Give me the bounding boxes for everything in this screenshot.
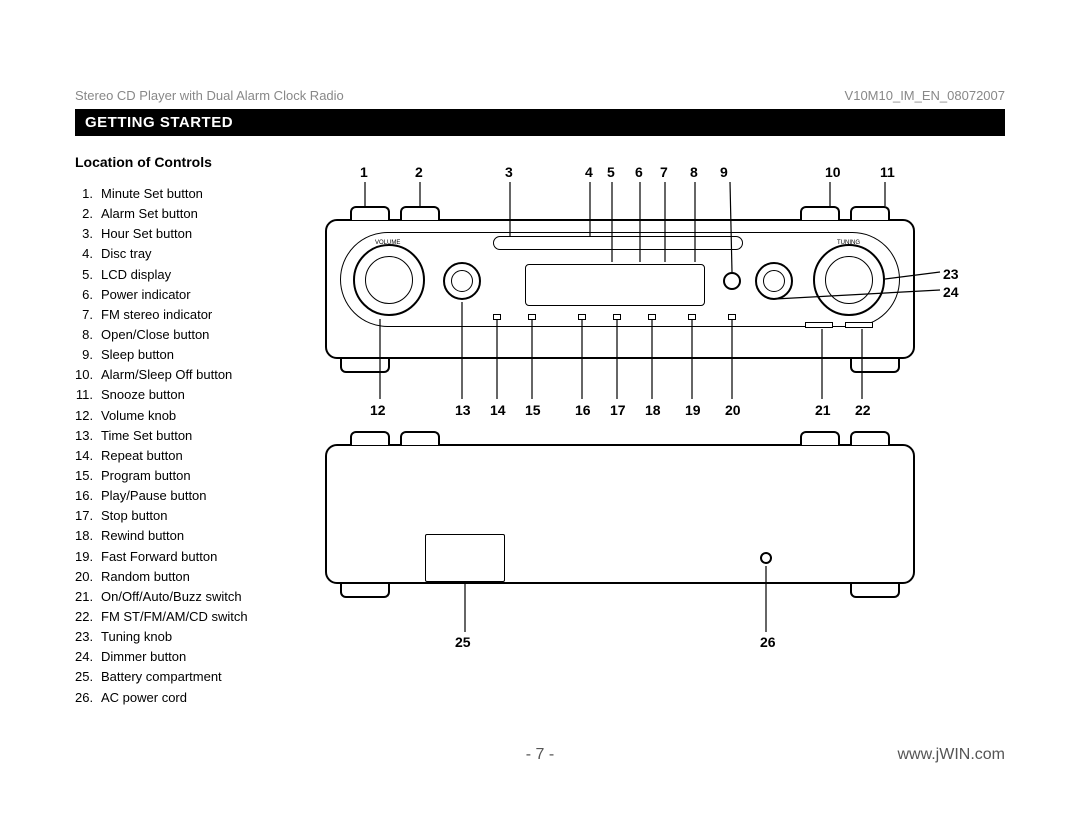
control-item: 13.Time Set button <box>75 426 295 446</box>
control-item: 10.Alarm/Sleep Off button <box>75 365 295 385</box>
control-item: 14.Repeat button <box>75 446 295 466</box>
control-item: 7.FM stereo indicator <box>75 305 295 325</box>
control-item: 18.Rewind button <box>75 526 295 546</box>
control-item: 2.Alarm Set button <box>75 204 295 224</box>
control-item: 25.Battery compartment <box>75 667 295 687</box>
control-item: 17.Stop button <box>75 506 295 526</box>
header-right: V10M10_IM_EN_08072007 <box>845 88 1005 103</box>
control-item: 11.Snooze button <box>75 385 295 405</box>
control-item: 6.Power indicator <box>75 285 295 305</box>
control-item: 19.Fast Forward button <box>75 547 295 567</box>
footer-url: www.jWIN.com <box>554 746 1005 764</box>
control-item: 3.Hour Set button <box>75 224 295 244</box>
control-item: 26.AC power cord <box>75 688 295 708</box>
control-item: 22.FM ST/FM/AM/CD switch <box>75 607 295 627</box>
diagram-area: 1234567891011 VOLUME <box>325 154 965 674</box>
control-item: 5.LCD display <box>75 265 295 285</box>
header-left: Stereo CD Player with Dual Alarm Clock R… <box>75 88 344 103</box>
leader-lines-back <box>325 154 965 674</box>
control-item: 20.Random button <box>75 567 295 587</box>
control-item: 9.Sleep button <box>75 345 295 365</box>
control-item: 16.Play/Pause button <box>75 486 295 506</box>
control-item: 12.Volume knob <box>75 406 295 426</box>
callout-number: 26 <box>760 634 776 650</box>
control-item: 15.Program button <box>75 466 295 486</box>
controls-list: 1.Minute Set button2.Alarm Set button3.H… <box>75 184 295 708</box>
control-item: 1.Minute Set button <box>75 184 295 204</box>
control-item: 8.Open/Close button <box>75 325 295 345</box>
callout-number: 25 <box>455 634 471 650</box>
page-number: - 7 - <box>526 746 554 764</box>
control-item: 23.Tuning knob <box>75 627 295 647</box>
subheading-location: Location of Controls <box>75 154 295 170</box>
control-item: 4.Disc tray <box>75 244 295 264</box>
section-title-bar: GETTING STARTED <box>75 109 1005 136</box>
control-item: 21.On/Off/Auto/Buzz switch <box>75 587 295 607</box>
control-item: 24.Dimmer button <box>75 647 295 667</box>
